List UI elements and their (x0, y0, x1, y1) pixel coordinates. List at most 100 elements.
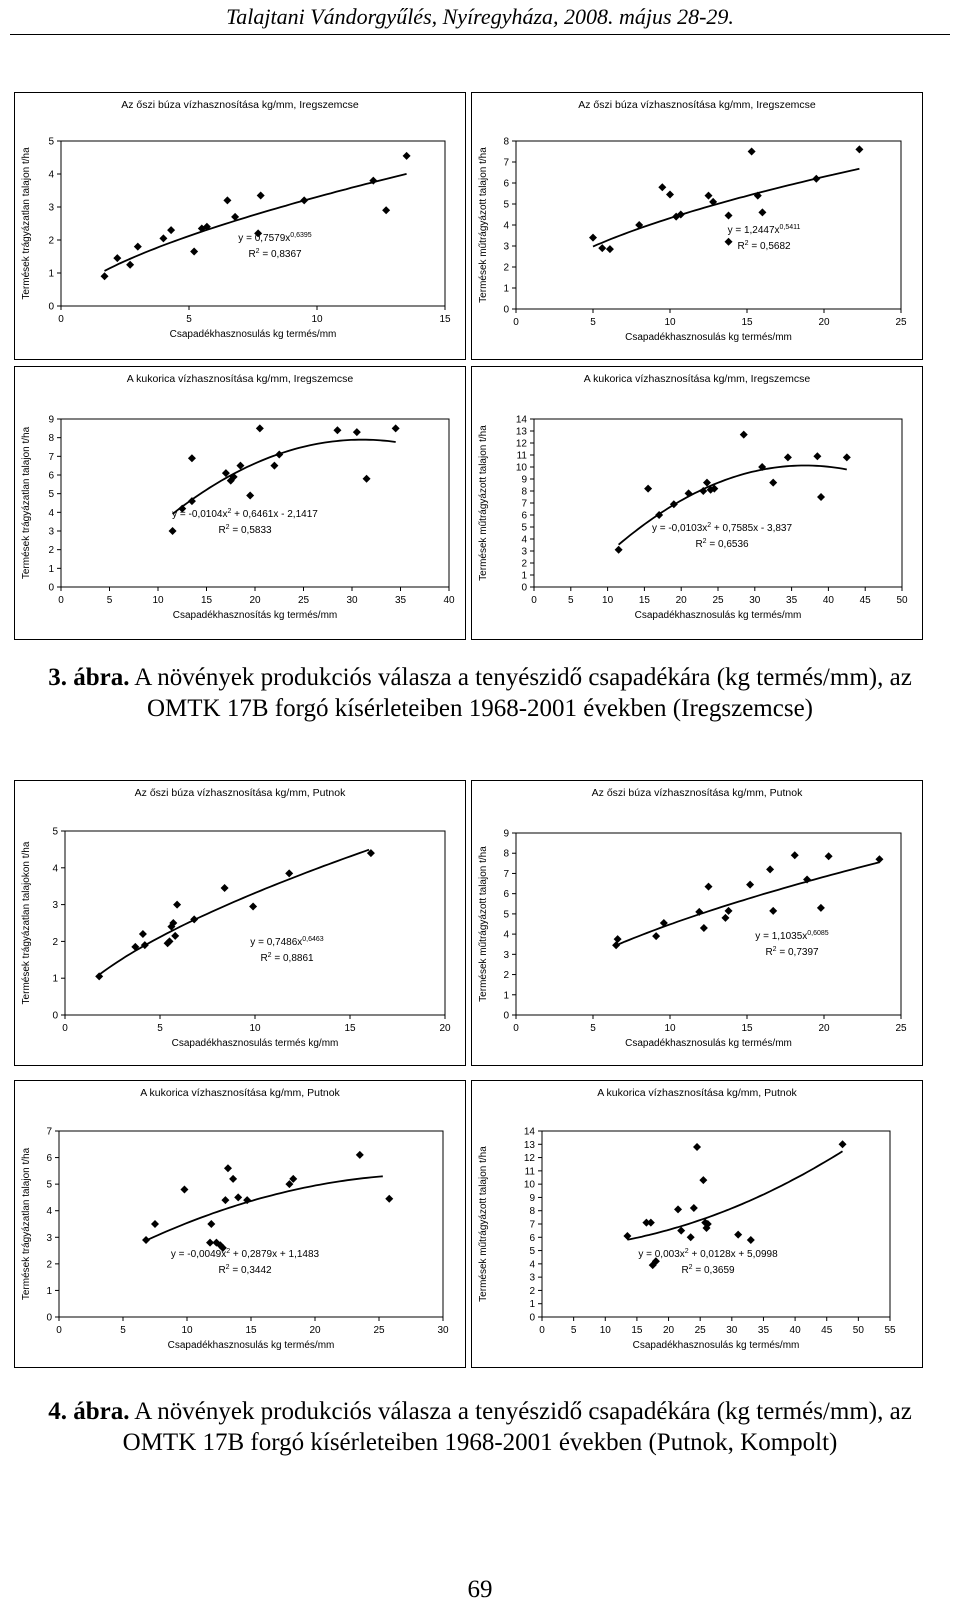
equation-line: y = 1,2447x0,5411 (674, 223, 854, 239)
data-point (362, 474, 371, 483)
data-point (131, 942, 140, 951)
x-tick-label: 25 (895, 1023, 907, 1034)
r-squared-value: = 0,5833 (229, 525, 272, 536)
trendline (145, 1175, 383, 1242)
r-squared-line: R2 = 0,7397 (765, 946, 819, 958)
y-tick-label: 8 (48, 433, 54, 444)
y-tick-label: 4 (521, 535, 527, 546)
x-tick-label: 15 (741, 1023, 753, 1034)
equation-tail: + 0,6461x - 2,1417 (231, 509, 318, 520)
regression-equation: y = 0,7579x0,6395 R2 = 0,8367 (185, 231, 365, 263)
data-point (142, 1235, 151, 1244)
equation-exponent: 0,6463 (302, 936, 324, 943)
y-tick-label: 1 (521, 571, 527, 582)
y-tick-label: 1 (503, 990, 509, 1001)
y-tick-label: 4 (48, 170, 54, 181)
data-point (652, 932, 661, 941)
chart-wheat-putnok-unfertilized: Az őszi búza vízhasznosítása kg/mm, Putn… (14, 780, 466, 1066)
y-tick-label: 1 (48, 564, 54, 575)
y-tick-label: 10 (516, 463, 528, 474)
y-tick-label: 7 (48, 452, 54, 463)
equation-base: y = 0,7579x (238, 233, 291, 244)
y-axis-label: Termések trágyázatlan talajokon t/ha (21, 841, 32, 1005)
y-tick-label: 12 (524, 1153, 536, 1164)
data-point (684, 489, 693, 498)
x-tick-label: 25 (712, 595, 724, 606)
x-tick-label: 35 (786, 595, 798, 606)
equation-exponent: 2 (684, 1248, 689, 1255)
data-point (113, 254, 122, 263)
x-tick-label: 0 (58, 314, 64, 325)
x-tick-label: 40 (443, 595, 455, 606)
y-tick-label: 2 (521, 559, 527, 570)
y-tick-label: 0 (529, 1313, 535, 1324)
y-tick-label: 8 (529, 1206, 535, 1217)
r-squared-value: = 0,5682 (748, 241, 791, 252)
data-point (813, 452, 822, 461)
data-point (746, 880, 755, 889)
y-tick-label: 2 (48, 545, 54, 556)
data-point (369, 176, 378, 185)
trendline (615, 861, 880, 947)
caption-label: 3. ábra. (48, 664, 130, 691)
x-tick-label: 55 (884, 1325, 896, 1336)
caption-label: 4. ábra. (48, 1398, 130, 1425)
x-tick-label: 45 (860, 595, 872, 606)
equation-base: y = -0,0049x (170, 1249, 227, 1260)
data-point (234, 1193, 243, 1202)
r-squared-value: = 0,6536 (706, 539, 749, 550)
data-point (669, 500, 678, 509)
data-point (223, 1164, 232, 1173)
regression-equation: y = 1,2447x0,5411 R2 = 0,5682 (674, 223, 854, 255)
y-tick-label: 8 (503, 137, 509, 148)
r-squared-value: = 0,7397 (776, 947, 819, 958)
y-tick-label: 5 (48, 489, 54, 500)
plot-area (533, 418, 903, 588)
equation-exponent: 0,6395 (290, 232, 312, 239)
equation-exponent: 2 (707, 522, 712, 529)
y-tick-label: 0 (503, 1011, 509, 1022)
x-tick-label: 10 (311, 314, 323, 325)
data-point (739, 430, 748, 439)
equation-line: y = -0,0103x2 + 0,7585x - 3,837 (632, 521, 812, 537)
data-point (231, 212, 240, 221)
y-tick-label: 6 (48, 471, 54, 482)
data-point (605, 245, 614, 254)
equation-base: y = 0,003x (638, 1249, 685, 1260)
data-point (817, 493, 826, 501)
data-point (648, 1261, 657, 1270)
x-tick-label: 0 (513, 317, 519, 328)
data-point (300, 196, 309, 205)
data-point (159, 234, 168, 243)
data-point (824, 852, 833, 861)
x-tick-label: 10 (602, 595, 614, 606)
x-tick-label: 0 (56, 1325, 62, 1336)
data-point (382, 206, 391, 215)
y-tick-label: 14 (524, 1127, 536, 1138)
y-axis-label: Termések műtrágyázott talajon t/ha (478, 846, 489, 1002)
x-tick-label: 20 (309, 1325, 321, 1336)
data-point (95, 972, 104, 981)
chart-title: Az őszi búza vízhasznosítása kg/mm, Putn… (134, 787, 346, 799)
y-tick-label: 8 (521, 487, 527, 498)
equation-exponent: 0,6085 (807, 930, 829, 937)
equation-exponent: 2 (226, 1248, 231, 1255)
chart-maize-putnok-fertilized: A kukorica vízhasznosítása kg/mm, Putnok… (471, 1080, 923, 1368)
chart-title: A kukorica vízhasznosítása kg/mm, Iregsz… (126, 373, 354, 385)
plot-area (60, 140, 446, 307)
data-point (333, 426, 342, 435)
y-tick-label: 9 (521, 475, 527, 486)
plot-area (58, 1130, 444, 1318)
data-point (816, 903, 825, 912)
equation-base: y = 0,7486x (250, 937, 303, 948)
r-squared-line: R2 = 0,3659 (681, 1264, 735, 1276)
regression-equation: y = -0,0049x2 + 0,2879x + 1,1483 R2 = 0,3… (155, 1247, 335, 1279)
y-tick-label: 3 (48, 527, 54, 538)
y-tick-label: 7 (529, 1220, 535, 1231)
y-tick-label: 11 (517, 451, 528, 462)
data-point (766, 865, 775, 874)
data-point (133, 242, 142, 251)
x-tick-label: 15 (439, 314, 451, 325)
y-tick-label: 10 (524, 1180, 536, 1191)
